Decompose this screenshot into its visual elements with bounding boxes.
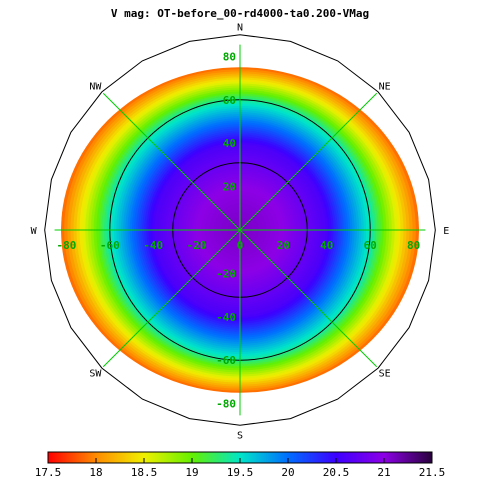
colorbar-ticks: 17.5 18 18.5 19 19.5 20 20.5 21 21.5 <box>35 458 446 479</box>
colorbar-tick-label: 20 <box>281 466 294 479</box>
colorbar: 17.5 18 18.5 19 19.5 20 20.5 21 21.5 <box>35 451 446 479</box>
colorbar-tick-label: 21.5 <box>419 466 446 479</box>
colorbar-tick-label: 17.5 <box>35 466 62 479</box>
colorbar-tick-label: 19 <box>185 466 198 479</box>
colorbar-tick-label: 21 <box>377 466 390 479</box>
colorbar-tick-label: 18 <box>89 466 102 479</box>
x-tick-label: -80 <box>56 239 76 252</box>
colorbar-tick-label: 20.5 <box>323 466 350 479</box>
x-tick-label: 40 <box>320 239 333 252</box>
x-tick-label: -20 <box>187 239 207 252</box>
colorbar-tick-label: 19.5 <box>227 466 254 479</box>
x-tick-label: -40 <box>143 239 163 252</box>
direction-label-sw: SW <box>89 369 102 380</box>
polar-grid <box>44 34 436 426</box>
y-tick-label: 40 <box>223 137 236 150</box>
horizon-outline <box>44 34 436 426</box>
y-tick-label: 60 <box>223 94 236 107</box>
direction-label-se: SE <box>379 369 391 380</box>
x-tick-label: 80 <box>407 239 420 252</box>
colorbar-tick-label: 18.5 <box>131 466 158 479</box>
y-tick-label: 20 <box>223 181 236 194</box>
x-tick-label: 60 <box>364 239 377 252</box>
y-tick-label: -60 <box>216 354 236 367</box>
direction-label-w: W <box>31 226 38 237</box>
direction-label-s: S <box>237 430 243 441</box>
y-tick-label: 80 <box>223 50 236 63</box>
direction-label-ne: NE <box>379 81 391 92</box>
x-tick-label: -60 <box>100 239 120 252</box>
direction-label-nw: NW <box>89 81 102 92</box>
x-tick-label: 20 <box>277 239 290 252</box>
y-tick-label: -40 <box>216 311 236 324</box>
y-tick-label: -80 <box>216 398 236 411</box>
chart-title: V mag: OT-before_00-rd4000-ta0.200-VMag <box>111 7 369 20</box>
direction-label-e: E <box>443 226 449 237</box>
diagonal-line <box>102 92 378 368</box>
x-tick-label: 0 <box>237 239 244 252</box>
y-tick-label: -20 <box>216 267 236 280</box>
direction-label-n: N <box>237 23 243 34</box>
